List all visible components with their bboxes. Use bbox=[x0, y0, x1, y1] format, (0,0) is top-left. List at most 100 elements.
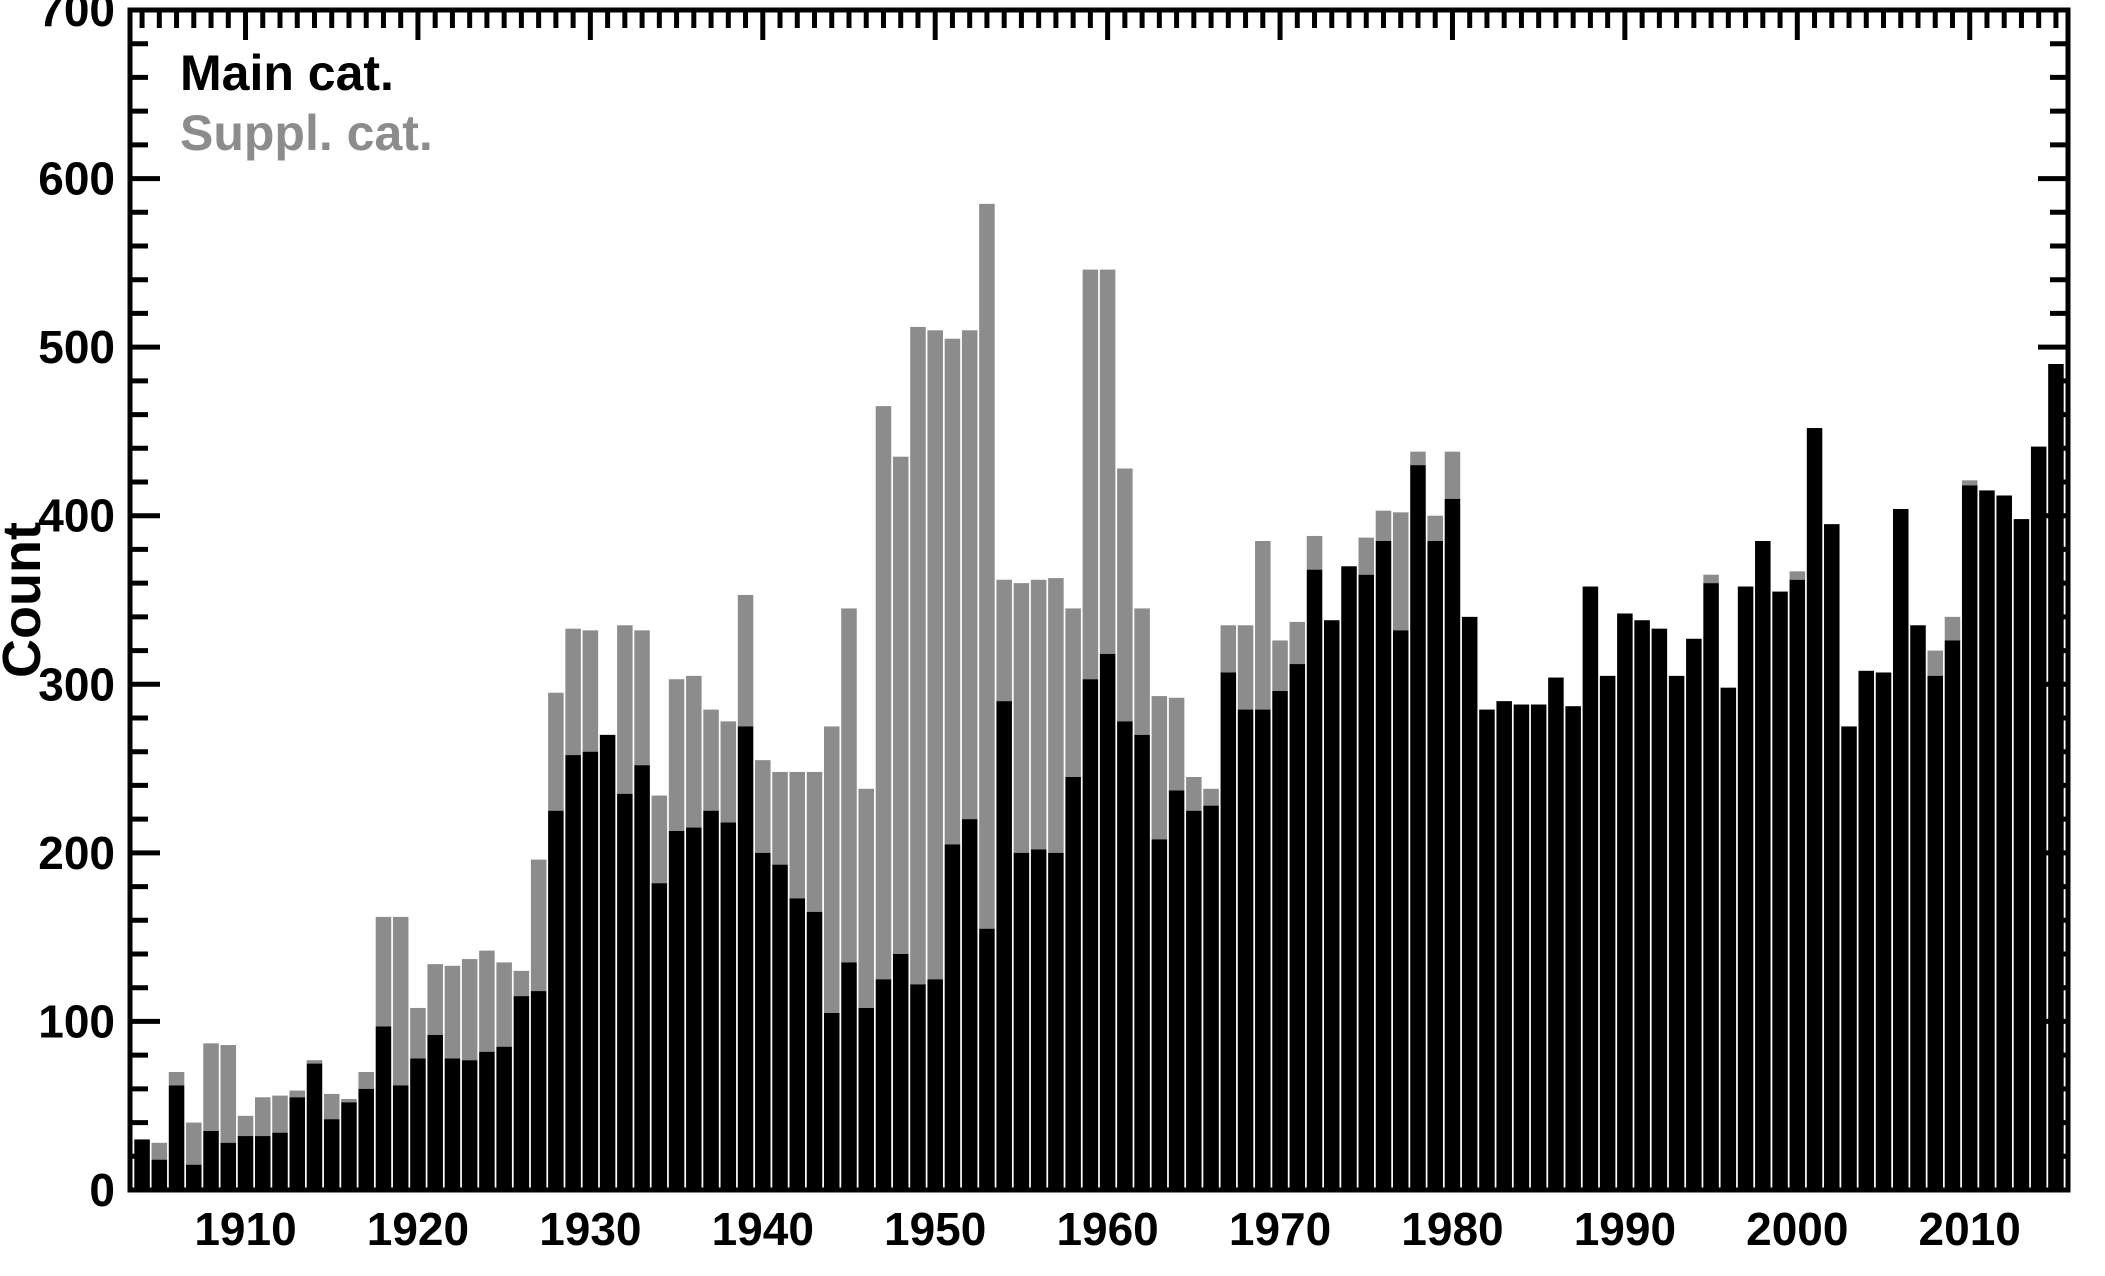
bar-main bbox=[307, 1064, 323, 1190]
bar-suppl bbox=[910, 327, 926, 984]
bar-main bbox=[1341, 566, 1357, 1190]
bar-suppl bbox=[358, 1072, 374, 1089]
bar-suppl bbox=[979, 204, 995, 929]
bar-main bbox=[1927, 676, 1943, 1190]
bar-main bbox=[1859, 671, 1875, 1190]
bar-suppl bbox=[479, 951, 495, 1052]
bar-main bbox=[376, 1026, 392, 1190]
bar-suppl bbox=[565, 629, 581, 755]
bar-suppl bbox=[514, 971, 530, 996]
bar-suppl bbox=[1238, 625, 1254, 709]
bar-suppl bbox=[686, 676, 702, 828]
bar-suppl bbox=[1186, 777, 1202, 811]
bar-suppl bbox=[807, 772, 823, 912]
bar-suppl bbox=[1790, 571, 1806, 579]
bar-suppl bbox=[790, 772, 806, 898]
bar-main bbox=[1393, 630, 1409, 1190]
bar-main bbox=[1910, 625, 1926, 1190]
bar-main bbox=[462, 1060, 478, 1190]
bar-main bbox=[1721, 688, 1737, 1190]
bar-main bbox=[1686, 639, 1702, 1190]
y-tick-label: 0 bbox=[89, 1164, 115, 1216]
y-tick-label: 500 bbox=[38, 321, 115, 373]
y-tick-label: 200 bbox=[38, 827, 115, 879]
x-tick-label: 1930 bbox=[539, 1203, 641, 1255]
bar-suppl bbox=[462, 959, 478, 1060]
x-tick-label: 1970 bbox=[1229, 1203, 1331, 1255]
bar-suppl bbox=[652, 796, 668, 884]
bar-suppl bbox=[221, 1045, 237, 1143]
bar-main bbox=[1152, 839, 1168, 1190]
bar-suppl bbox=[927, 330, 943, 979]
bar-main bbox=[565, 755, 581, 1190]
bar-main bbox=[1496, 701, 1512, 1190]
bar-main bbox=[1962, 485, 1978, 1190]
bar-main bbox=[427, 1035, 443, 1190]
bar-main bbox=[1186, 811, 1202, 1190]
bar-suppl bbox=[1927, 651, 1943, 676]
bar-suppl bbox=[376, 917, 392, 1027]
bar-suppl bbox=[945, 339, 961, 845]
bar-main bbox=[1772, 592, 1788, 1190]
bar-main bbox=[634, 765, 650, 1190]
bar-main bbox=[1583, 587, 1599, 1190]
bar-main bbox=[721, 823, 737, 1190]
bar-suppl bbox=[1410, 452, 1426, 465]
bar-main bbox=[1514, 705, 1530, 1190]
bar-main bbox=[1221, 672, 1237, 1190]
bar-main bbox=[1531, 705, 1547, 1190]
bar-main bbox=[514, 996, 530, 1190]
bar-main bbox=[858, 1008, 874, 1190]
bar-main bbox=[962, 819, 978, 1190]
bar-main bbox=[1617, 613, 1633, 1190]
bar-main bbox=[1238, 710, 1254, 1190]
bar-suppl bbox=[496, 962, 512, 1046]
bar-suppl bbox=[289, 1091, 305, 1098]
bar-main bbox=[445, 1059, 461, 1190]
bar-main bbox=[1548, 678, 1564, 1190]
bar-main bbox=[1669, 676, 1685, 1190]
bar-suppl bbox=[1065, 608, 1081, 777]
bar-suppl bbox=[1307, 536, 1323, 570]
bar-suppl bbox=[703, 710, 719, 811]
bar-suppl bbox=[341, 1099, 357, 1102]
bar-main bbox=[1807, 428, 1823, 1190]
bar-main bbox=[1738, 587, 1754, 1190]
bar-main bbox=[772, 865, 788, 1190]
bar-suppl bbox=[1134, 608, 1150, 734]
bar-main bbox=[1427, 541, 1443, 1190]
bar-main bbox=[496, 1047, 512, 1190]
bar-main bbox=[1255, 710, 1271, 1190]
bar-suppl bbox=[1272, 640, 1288, 691]
bar-main bbox=[1634, 620, 1650, 1190]
bar-main bbox=[2048, 364, 2064, 1190]
bar-suppl bbox=[772, 772, 788, 865]
bar-suppl bbox=[1290, 622, 1306, 664]
bar-main bbox=[1445, 499, 1461, 1190]
bar-main bbox=[1790, 580, 1806, 1190]
bar-main bbox=[1117, 721, 1133, 1190]
x-tick-label: 2000 bbox=[1746, 1203, 1848, 1255]
bar-suppl bbox=[1255, 541, 1271, 710]
bar-suppl bbox=[1376, 511, 1392, 541]
bar-main bbox=[600, 735, 616, 1190]
bar-suppl bbox=[1358, 538, 1374, 575]
x-tick-label: 1950 bbox=[884, 1203, 986, 1255]
bar-suppl bbox=[583, 630, 599, 751]
bar-suppl bbox=[1445, 452, 1461, 499]
y-axis-label: Count bbox=[0, 522, 52, 678]
bar-suppl bbox=[307, 1060, 323, 1063]
y-tick-label: 700 bbox=[38, 0, 115, 36]
legend-suppl-label: Suppl. cat. bbox=[180, 105, 433, 161]
bar-suppl bbox=[824, 726, 840, 1013]
bar-main bbox=[876, 979, 892, 1190]
bar-main bbox=[1410, 465, 1426, 1190]
bar-suppl bbox=[893, 457, 909, 954]
bar-main bbox=[1462, 617, 1478, 1190]
bar-suppl bbox=[721, 721, 737, 822]
count-by-year-stacked-bar-chart: 1910192019301940195019601970198019902000… bbox=[0, 0, 2105, 1276]
bar-main bbox=[841, 962, 857, 1190]
bar-main bbox=[1307, 570, 1323, 1190]
x-tick-label: 1960 bbox=[1056, 1203, 1158, 1255]
bar-main bbox=[1272, 691, 1288, 1190]
